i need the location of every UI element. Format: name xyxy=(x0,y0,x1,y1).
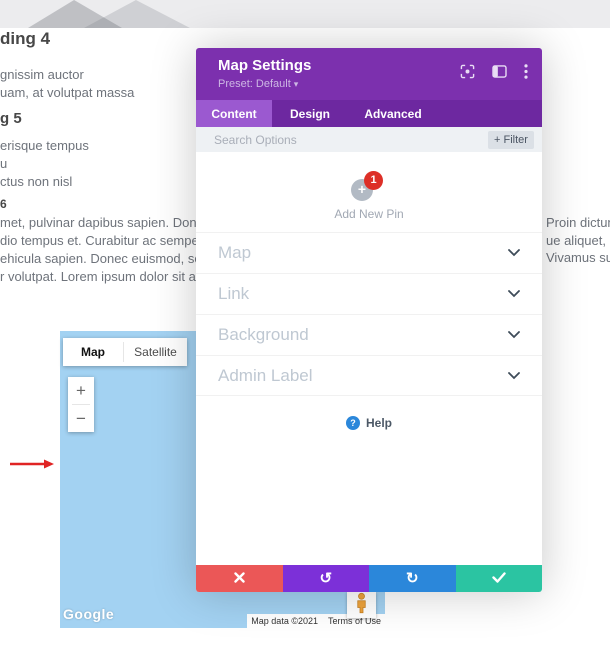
modal-footer: ↺ ↻ xyxy=(196,565,542,592)
help-label: Help xyxy=(365,416,392,430)
zoom-out-button[interactable]: − xyxy=(76,408,86,428)
map-settings-modal: Map Settings Preset: Default ▾ xyxy=(196,48,542,592)
red-arrow-icon xyxy=(10,457,54,475)
pin-count-badge: 1 xyxy=(364,171,383,190)
paragraph-line: Vivamus suscipi xyxy=(546,250,610,265)
paragraph-line: Proin dictum xyxy=(546,215,610,230)
google-logo[interactable]: Google xyxy=(63,606,115,622)
top-decoration-band xyxy=(0,0,610,28)
zoom-in-button[interactable]: + xyxy=(76,380,86,400)
pegman-icon xyxy=(354,592,369,619)
preset-selector[interactable]: Preset: Default ▾ xyxy=(218,78,298,90)
section-title: Admin Label xyxy=(218,365,313,385)
modal-title: Map Settings xyxy=(218,57,312,74)
section-map[interactable]: Map xyxy=(196,232,542,273)
section-title: Map xyxy=(218,243,252,262)
divider xyxy=(123,342,124,362)
terms-of-use-link[interactable]: Terms of Use xyxy=(327,616,381,626)
tab-advanced[interactable]: Advanced xyxy=(364,106,422,121)
search-bar: + Filter xyxy=(196,127,542,152)
tab-content[interactable]: Content xyxy=(196,100,272,127)
undo-button[interactable]: ↺ xyxy=(282,565,369,592)
redo-icon: ↻ xyxy=(405,570,419,587)
question-mark-icon: ? xyxy=(345,416,360,430)
split-view-icon[interactable] xyxy=(492,65,507,78)
settings-sections: Map Link Background xyxy=(196,232,542,396)
chevron-down-icon xyxy=(508,326,520,344)
check-icon xyxy=(492,571,506,586)
x-icon xyxy=(234,571,245,586)
section-background[interactable]: Background xyxy=(196,314,542,355)
heading5-fragment: g 5 xyxy=(0,110,22,127)
map-type-control: Map Satellite xyxy=(63,338,187,366)
modal-body: + 1 Add New Pin Map Link xyxy=(196,152,542,565)
chevron-down-icon xyxy=(508,285,520,303)
discard-button[interactable] xyxy=(196,565,283,592)
section-admin-label[interactable]: Admin Label xyxy=(196,355,542,396)
satellite-view-button[interactable]: Satellite xyxy=(134,345,177,359)
paragraph-line: met, pulvinar dapibus sapien. Donec plac… xyxy=(0,215,257,230)
list-item: erisque tempus xyxy=(0,138,89,153)
heading6-fragment: 6 xyxy=(0,197,7,211)
tab-design[interactable]: Design xyxy=(289,106,330,121)
chevron-down-icon xyxy=(508,367,520,385)
map-data-label: Map data ©2021 xyxy=(251,616,318,626)
modal-header: Map Settings Preset: Default ▾ xyxy=(196,48,542,100)
add-new-pin-button[interactable]: + 1 Add New Pin xyxy=(196,171,542,221)
paragraph-line: r volutpat. Lorem ipsum dolor sit amet, … xyxy=(0,269,253,284)
section-title: Link xyxy=(218,284,250,303)
add-new-pin-label: Add New Pin xyxy=(334,207,404,221)
pegman-control[interactable] xyxy=(347,592,376,618)
help-link[interactable]: ? Help xyxy=(196,416,542,430)
paragraph-line: dio tempus et. Curabitur ac semper ligul… xyxy=(0,233,258,248)
undo-icon: ↺ xyxy=(319,570,333,587)
heading4-fragment: ding 4 xyxy=(0,29,51,48)
section-link[interactable]: Link xyxy=(196,273,542,314)
redo-button[interactable]: ↻ xyxy=(369,565,456,592)
list-item: ctus non nisl xyxy=(0,174,73,189)
divider xyxy=(72,404,90,405)
list-item: u xyxy=(0,156,8,171)
search-input[interactable] xyxy=(214,132,488,147)
map-zoom-control: + − xyxy=(68,377,94,432)
paragraph-line: ue aliquet, xyxy=(546,233,606,248)
preset-label: Preset: Default xyxy=(218,78,291,90)
list-item: gnissim auctor xyxy=(0,67,84,82)
options-menu-icon[interactable] xyxy=(524,64,528,79)
caret-down-icon: ▾ xyxy=(293,79,299,89)
modal-tabs: Content Design Advanced xyxy=(196,100,542,127)
filter-button[interactable]: + Filter xyxy=(488,130,534,149)
map-view-button[interactable]: Map xyxy=(81,345,105,359)
chevron-down-icon xyxy=(508,244,520,262)
list-item: uam, at volutpat massa xyxy=(0,85,135,100)
triangle-shape xyxy=(84,0,190,28)
save-button[interactable] xyxy=(455,565,542,592)
expand-icon[interactable] xyxy=(460,64,475,79)
section-title: Background xyxy=(218,325,309,344)
